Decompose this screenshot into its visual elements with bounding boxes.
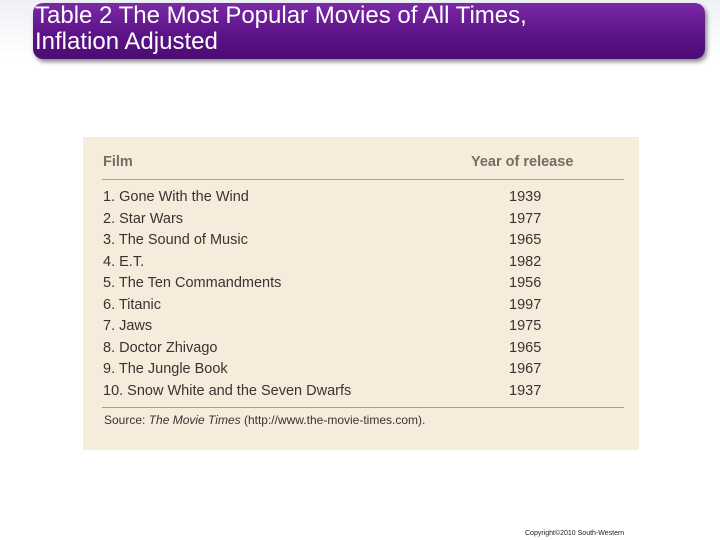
release-year: 1939 [509, 189, 542, 205]
film-title: 7. Jaws [103, 318, 153, 334]
table-panel [83, 137, 639, 450]
table-row: 5. The Ten Commandments 1956 [103, 273, 623, 295]
table-row: 7. Jaws 1975 [103, 316, 623, 338]
movie-list: 1. Gone With the Wind 1939 2. Star Wars 197… [103, 187, 623, 402]
film-title: 4. E.T. [103, 253, 145, 270]
table-row: 1. Gone With the Wind 1939 [103, 187, 623, 209]
film-title: 10. Snow White and the Seven Dwarfs [103, 382, 352, 399]
film-title: 5. The Ten Commandments [103, 275, 282, 291]
release-year: 1975 [509, 318, 542, 334]
film-title: 9. The Jungle Book [103, 361, 228, 377]
table-row: 2. Star Wars 1977 [103, 209, 623, 231]
release-year: 1982 [509, 253, 542, 270]
release-year: 1977 [509, 210, 542, 227]
header-divider [102, 179, 624, 180]
table-row: 8. Doctor Zhivago 1965 [103, 338, 623, 360]
release-year: 1997 [509, 296, 542, 313]
source-prefix: Source: [104, 413, 149, 427]
table-row: 4. E.T. 1982 [103, 252, 623, 274]
film-title: 3. The Sound of Music [103, 232, 248, 248]
table-row: 9. The Jungle Book 1967 [103, 359, 623, 381]
column-header-year: Year of release [471, 154, 574, 170]
film-title: 2. Star Wars [103, 210, 184, 227]
release-year: 1967 [509, 361, 542, 377]
release-year: 1937 [509, 382, 542, 399]
release-year: 1965 [509, 339, 542, 356]
table-row: 10. Snow White and the Seven Dwarfs 1937 [103, 381, 623, 403]
source-note: Source: The Movie Times (http://www.the-… [104, 413, 425, 427]
source-publication: The Movie Times [148, 413, 241, 427]
slide-title: Table 2 The Most Popular Movies of All T… [35, 2, 527, 55]
film-title: 6. Titanic [103, 296, 162, 313]
release-year: 1956 [509, 275, 542, 291]
column-header-film: Film [103, 154, 133, 170]
title-banner [33, 3, 705, 59]
footer-divider [102, 407, 624, 408]
film-title: 1. Gone With the Wind [103, 189, 249, 205]
copyright-notice: Copyright©2010 South-Western [525, 530, 625, 537]
release-year: 1965 [509, 232, 542, 248]
film-title: 8. Doctor Zhivago [103, 339, 218, 356]
table-row: 3. The Sound of Music 1965 [103, 230, 623, 252]
source-suffix: (http://www.the-movie-times.com). [240, 413, 426, 427]
table-row: 6. Titanic 1997 [103, 295, 623, 317]
